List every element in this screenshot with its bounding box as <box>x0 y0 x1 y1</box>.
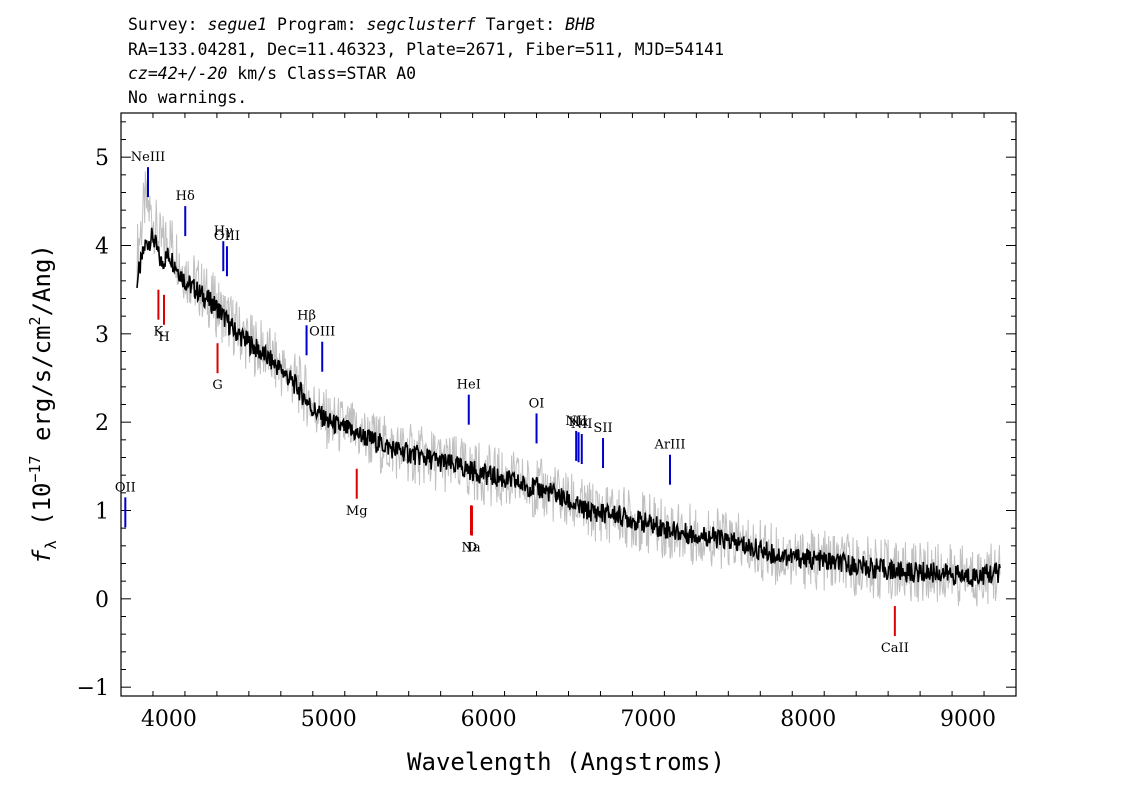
emission-line-label: SII <box>593 421 612 436</box>
emission-line-label: Hδ <box>176 189 195 204</box>
emission-line-label: OIII <box>309 325 335 340</box>
y-tick-label: 4 <box>95 235 109 260</box>
x-tick-label: 5000 <box>301 707 357 732</box>
emission-line-label: Hα <box>569 415 589 430</box>
y-tick-label: 0 <box>95 588 109 613</box>
x-axis-label: Wavelength (Angstroms) <box>407 748 725 776</box>
header-line-4: No warnings. <box>128 88 247 107</box>
emission-line-label: OII <box>115 480 136 495</box>
emission-line-label: HeI <box>457 378 481 393</box>
emission-line-label: Hγ <box>214 224 233 239</box>
absorption-line-label: Mg <box>346 504 368 519</box>
model-series <box>136 227 1001 587</box>
emission-line-label: OIII <box>214 229 240 244</box>
emission-line-label: Hβ <box>297 308 316 323</box>
absorption-line-label: CaII <box>881 641 909 656</box>
emission-line-label: NII <box>565 414 587 429</box>
absorption-line-label: D <box>467 541 477 556</box>
y-tick-label: 1 <box>95 500 109 525</box>
y-tick-label: 3 <box>95 323 109 348</box>
axis-ticks <box>120 113 1017 696</box>
absorption-line-label: G <box>212 378 222 393</box>
header-line-1: Survey: segue1 Program: segclusterf Targ… <box>128 15 595 34</box>
absorption-line-label: Na <box>461 540 480 555</box>
data-series <box>136 171 1001 607</box>
y-tick-label: 5 <box>95 146 109 171</box>
emission-line-label: OI <box>529 396 545 411</box>
absorption-line-label: K <box>154 325 164 340</box>
x-tick-label: 8000 <box>780 707 836 732</box>
plot-frame <box>120 112 1017 697</box>
y-tick-label: −1 <box>77 676 109 701</box>
absorption-line-label: H <box>158 330 169 345</box>
x-tick-label: 6000 <box>461 707 517 732</box>
header-line-3: cz=42+/-20 km/s Class=STAR A0 <box>128 64 416 83</box>
x-tick-labels: 4000 5000 6000 7000 8000 9000 <box>141 707 996 732</box>
emission-line-label: NeIII <box>131 150 165 165</box>
y-tick-label: 2 <box>95 411 109 436</box>
x-tick-label: 7000 <box>620 707 676 732</box>
x-tick-label: 9000 <box>940 707 996 732</box>
spectrum-traces <box>136 171 1001 607</box>
x-tick-label: 4000 <box>141 707 197 732</box>
emission-line-label: NII <box>571 417 593 432</box>
y-axis-label: fλ (10−17 erg/s/cm2/Ang) <box>26 244 60 564</box>
emission-line-label: ArIII <box>653 438 685 453</box>
header-line-2: RA=133.04281, Dec=11.46323, Plate=2671, … <box>128 40 724 59</box>
y-tick-labels: −1 0 1 2 3 4 5 <box>77 146 109 701</box>
